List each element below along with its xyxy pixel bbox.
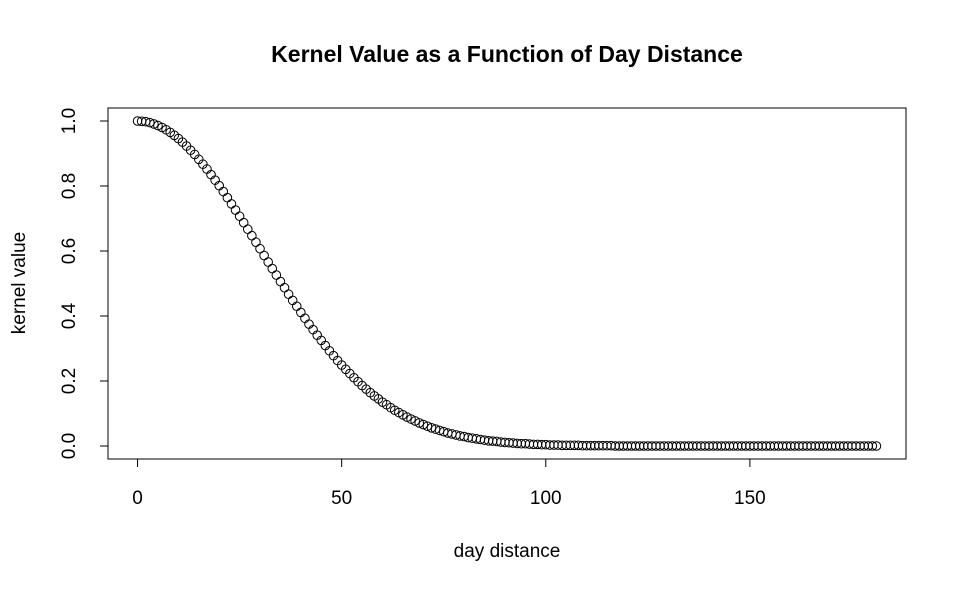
point	[149, 119, 159, 129]
point	[422, 421, 433, 431]
point	[279, 282, 290, 293]
point	[283, 289, 294, 300]
point	[230, 205, 241, 215]
point	[251, 237, 261, 248]
point	[267, 263, 278, 274]
y-tick-label: 0.0	[59, 433, 80, 459]
point	[867, 441, 878, 451]
point	[287, 295, 298, 306]
point	[259, 250, 269, 261]
point	[291, 301, 302, 312]
point	[222, 192, 233, 203]
point	[145, 117, 155, 128]
point	[263, 257, 273, 267]
point	[271, 270, 282, 280]
x-tick-label: 50	[331, 488, 352, 509]
point	[275, 276, 286, 287]
chart-title: Kernel Value as a Function of Day Distan…	[271, 41, 743, 67]
x-tick-label: 100	[530, 488, 562, 509]
point	[871, 441, 882, 451]
y-tick-label: 0.8	[59, 173, 80, 199]
point	[296, 307, 306, 318]
x-axis-label: day distance	[454, 541, 561, 562]
point	[414, 418, 425, 428]
point	[255, 243, 265, 254]
y-tick-label: 0.4	[59, 302, 80, 329]
point	[234, 211, 245, 222]
point	[418, 419, 429, 430]
plot-box	[107, 107, 907, 460]
y-axis-label: kernel value	[9, 232, 30, 334]
point	[226, 199, 237, 209]
y-tick-label: 1.0	[59, 108, 80, 134]
y-tick-label: 0.2	[59, 368, 80, 394]
point	[238, 217, 249, 228]
point	[242, 224, 253, 235]
point	[247, 230, 257, 241]
y-tick-label: 0.6	[59, 238, 80, 264]
point	[300, 313, 310, 324]
x-tick-label: 0	[132, 488, 143, 509]
point	[218, 186, 229, 197]
x-tick-label: 150	[734, 488, 766, 509]
